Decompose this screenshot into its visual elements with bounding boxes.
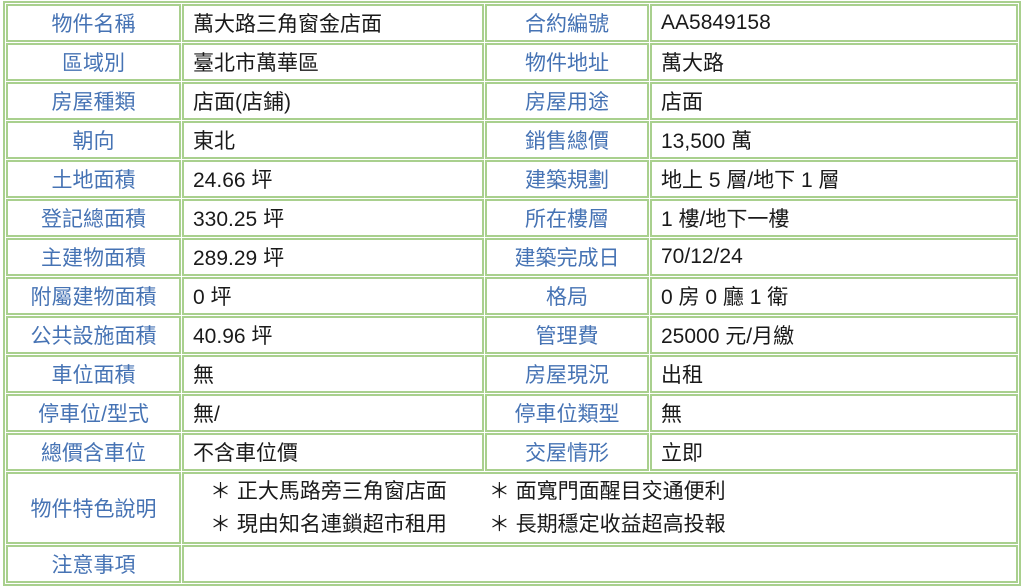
field-value: 330.25 坪 xyxy=(182,199,484,237)
field-value: 289.29 坪 xyxy=(182,238,484,276)
field-label: 區域別 xyxy=(6,43,181,81)
note-value xyxy=(182,545,1018,583)
field-value: 立即 xyxy=(650,433,1018,471)
field-value: 萬大路 xyxy=(650,43,1018,81)
field-label: 房屋用途 xyxy=(485,82,649,120)
field-label: 建築規劃 xyxy=(485,160,649,198)
table-row: 停車位/型式 無/ 停車位類型 無 xyxy=(6,394,1018,432)
feature-line-2: ＊ 現由知名連鎖超市租用 ＊ 長期穩定收益超高投報 xyxy=(210,513,726,536)
feature-line-1: ＊ 正大馬路旁三角窗店面 ＊ 面寬門面醒目交通便利 xyxy=(210,480,726,503)
table-row: 房屋種類 店面(店鋪) 房屋用途 店面 xyxy=(6,82,1018,120)
table-row: 登記總面積 330.25 坪 所在樓層 1 樓/地下一樓 xyxy=(6,199,1018,237)
field-value: 不含車位價 xyxy=(182,433,484,471)
table-row: 土地面積 24.66 坪 建築規劃 地上 5 層/地下 1 層 xyxy=(6,160,1018,198)
field-label: 合約編號 xyxy=(485,4,649,42)
field-value: 萬大路三角窗金店面 xyxy=(182,4,484,42)
field-label: 房屋現況 xyxy=(485,355,649,393)
field-value: 店面 xyxy=(650,82,1018,120)
field-label: 物件地址 xyxy=(485,43,649,81)
field-label: 總價含車位 xyxy=(6,433,181,471)
field-value: 25000 元/月繳 xyxy=(650,316,1018,354)
table-row: 附屬建物面積 0 坪 格局 0 房 0 廳 1 衛 xyxy=(6,277,1018,315)
table-row: 朝向 東北 銷售總價 13,500 萬 xyxy=(6,121,1018,159)
field-label: 停車位類型 xyxy=(485,394,649,432)
field-label: 車位面積 xyxy=(6,355,181,393)
field-label: 登記總面積 xyxy=(6,199,181,237)
field-label: 主建物面積 xyxy=(6,238,181,276)
table-row: 主建物面積 289.29 坪 建築完成日 70/12/24 xyxy=(6,238,1018,276)
field-value: AA5849158 xyxy=(650,4,1018,42)
field-value: 40.96 坪 xyxy=(182,316,484,354)
field-label: 管理費 xyxy=(485,316,649,354)
property-table-body: 物件名稱 萬大路三角窗金店面 合約編號 AA5849158 區域別 臺北市萬華區… xyxy=(6,4,1018,583)
field-value: 13,500 萬 xyxy=(650,121,1018,159)
table-row: 區域別 臺北市萬華區 物件地址 萬大路 xyxy=(6,43,1018,81)
field-value: 出租 xyxy=(650,355,1018,393)
field-label: 物件名稱 xyxy=(6,4,181,42)
field-value: 店面(店鋪) xyxy=(182,82,484,120)
field-value: 臺北市萬華區 xyxy=(182,43,484,81)
field-value: 0 房 0 廳 1 衛 xyxy=(650,277,1018,315)
table-row: 公共設施面積 40.96 坪 管理費 25000 元/月繳 xyxy=(6,316,1018,354)
table-row: 總價含車位 不含車位價 交屋情形 立即 xyxy=(6,433,1018,471)
field-value: 無/ xyxy=(182,394,484,432)
field-label: 交屋情形 xyxy=(485,433,649,471)
note-row: 注意事項 xyxy=(6,545,1018,583)
field-label: 附屬建物面積 xyxy=(6,277,181,315)
field-label: 銷售總價 xyxy=(485,121,649,159)
field-value: 24.66 坪 xyxy=(182,160,484,198)
field-label: 停車位/型式 xyxy=(6,394,181,432)
table-row: 車位面積 無 房屋現況 出租 xyxy=(6,355,1018,393)
field-value: 無 xyxy=(650,394,1018,432)
field-label: 注意事項 xyxy=(6,545,181,583)
field-value: 70/12/24 xyxy=(650,238,1018,276)
field-label: 公共設施面積 xyxy=(6,316,181,354)
property-info-table: 物件名稱 萬大路三角窗金店面 合約編號 AA5849158 區域別 臺北市萬華區… xyxy=(3,1,1021,586)
field-value: 東北 xyxy=(182,121,484,159)
field-label: 房屋種類 xyxy=(6,82,181,120)
field-label: 朝向 xyxy=(6,121,181,159)
field-value: 1 樓/地下一樓 xyxy=(650,199,1018,237)
field-label: 所在樓層 xyxy=(485,199,649,237)
field-label: 土地面積 xyxy=(6,160,181,198)
feature-row: 物件特色說明 ＊ 正大馬路旁三角窗店面 ＊ 面寬門面醒目交通便利 ＊ 現由知名連… xyxy=(6,472,1018,544)
feature-description: ＊ 正大馬路旁三角窗店面 ＊ 面寬門面醒目交通便利 ＊ 現由知名連鎖超市租用 ＊… xyxy=(182,472,1018,544)
field-value: 無 xyxy=(182,355,484,393)
field-label: 建築完成日 xyxy=(485,238,649,276)
table-row: 物件名稱 萬大路三角窗金店面 合約編號 AA5849158 xyxy=(6,4,1018,42)
field-value: 0 坪 xyxy=(182,277,484,315)
field-label: 物件特色說明 xyxy=(6,472,181,544)
field-value: 地上 5 層/地下 1 層 xyxy=(650,160,1018,198)
field-label: 格局 xyxy=(485,277,649,315)
